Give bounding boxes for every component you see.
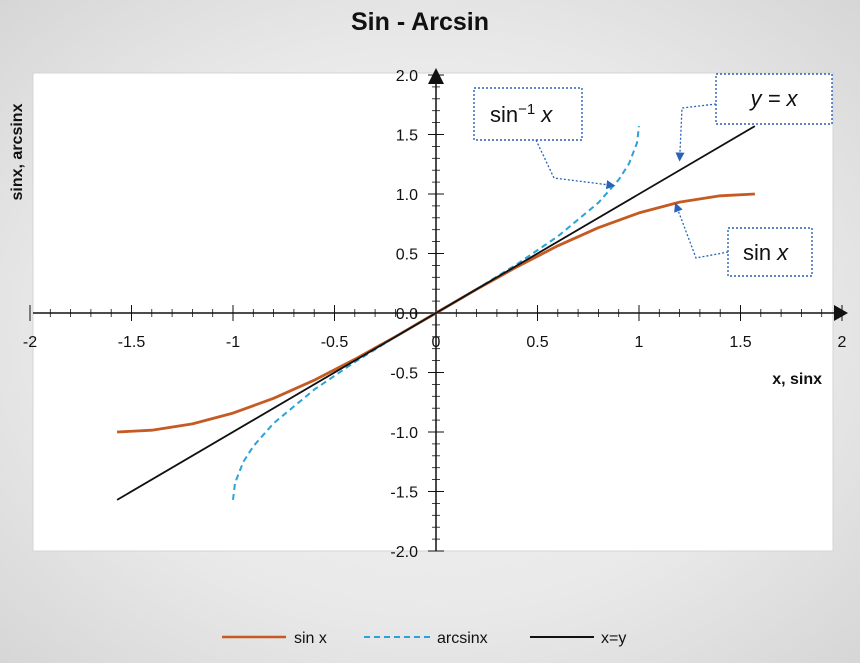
x-axis: -2-1.5-1-0.500.511.52 bbox=[23, 305, 848, 351]
callout-identity-label: y = x bbox=[748, 86, 798, 111]
y-tick-label: 2.0 bbox=[396, 68, 418, 85]
x-tick-label: -0.5 bbox=[321, 334, 349, 351]
y-axis: -2.0 -1.5 -1.0 -0.5 0.0 0.5 1.0 1.5 2.0 bbox=[390, 68, 444, 561]
x-axis-title: x, sinx bbox=[772, 371, 822, 388]
callout-arcsin-label: sin−1 x bbox=[490, 101, 553, 128]
callout-identity-box bbox=[715, 73, 833, 125]
y-tick-label: -1.0 bbox=[390, 425, 418, 442]
legend-label-identity: x=y bbox=[601, 630, 626, 647]
series-identity-line bbox=[116, 125, 756, 501]
callout-arcsin-box bbox=[473, 87, 583, 141]
y-tick-label: 1.0 bbox=[396, 187, 418, 204]
y-axis-title: sinx, arcsinx bbox=[9, 103, 26, 200]
series-layer bbox=[116, 125, 756, 501]
callout-identity-leader bbox=[675, 103, 717, 162]
x-tick-label: 1.5 bbox=[729, 334, 751, 351]
y-tick-label: 0.0 bbox=[396, 306, 418, 323]
x-tick-label: -1 bbox=[226, 334, 240, 351]
legend-item-identity: x=y bbox=[530, 630, 626, 647]
callout-arcsin: sin−1 x bbox=[473, 87, 616, 190]
x-tick-label: 1 bbox=[635, 334, 644, 351]
legend-label-arcsin: arcsinx bbox=[437, 630, 488, 647]
legend: sin x arcsinx x=y bbox=[222, 630, 626, 647]
x-axis-arrowhead bbox=[834, 305, 848, 321]
y-tick-label: -0.5 bbox=[390, 366, 418, 383]
legend-label-sin: sin x bbox=[294, 630, 327, 647]
chart-title: Sin - Arcsin bbox=[351, 8, 489, 36]
y-tick-label: -2.0 bbox=[390, 544, 418, 561]
y-tick-label: -1.5 bbox=[390, 485, 418, 502]
callout-identity: y = x bbox=[675, 73, 833, 162]
callout-sin-label: sin x bbox=[743, 240, 789, 265]
callout-arcsin-sup: −1 bbox=[518, 101, 535, 118]
x-tick-label: 0.5 bbox=[526, 334, 548, 351]
y-tick-label: 0.5 bbox=[396, 247, 418, 264]
y-tick-label: 1.5 bbox=[396, 128, 418, 145]
y-axis-arrowhead bbox=[428, 68, 444, 84]
callout-arcsin-func: sin bbox=[490, 102, 518, 127]
x-tick-label: 2 bbox=[838, 334, 847, 351]
x-tick-label: -2 bbox=[23, 334, 37, 351]
legend-item-sin: sin x bbox=[222, 630, 327, 647]
callout-sin-var: x bbox=[776, 240, 789, 265]
callout-sin: sin x bbox=[674, 202, 813, 277]
x-tick-label: -1.5 bbox=[118, 334, 146, 351]
legend-item-arcsin: arcsinx bbox=[364, 630, 488, 647]
callout-sin-func: sin bbox=[743, 240, 771, 265]
callout-sin-leader bbox=[674, 202, 729, 259]
callout-arcsin-var: x bbox=[540, 102, 553, 127]
